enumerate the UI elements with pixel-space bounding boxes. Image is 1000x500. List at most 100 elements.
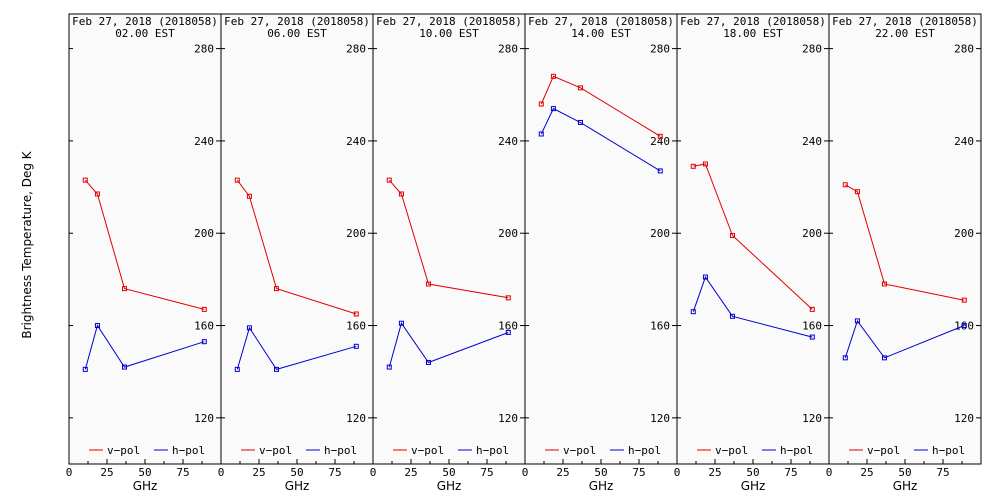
data-point-h (657, 168, 663, 174)
data-point-v (809, 306, 815, 312)
series-line-h (84, 324, 205, 370)
data-point-h (809, 334, 815, 340)
x-tick-label: 75 (632, 466, 645, 479)
data-point-h (234, 366, 240, 372)
chart-panels: 0 25 50 75 120 160 200 240 280 GHz Feb 27, 2018 (2… (66, 13, 982, 493)
y-tick-label: 160 (650, 320, 670, 333)
data-point-v (961, 297, 967, 303)
data-point-h (702, 274, 708, 280)
y-tick-label: 240 (346, 135, 366, 148)
panel-title: Feb 27, 2018 (2018058) (376, 15, 522, 28)
data-point-h (961, 323, 967, 329)
panel-title: Feb 27, 2018 (2018058) (832, 15, 978, 28)
series-line-v (388, 179, 509, 299)
y-tick-label: 240 (498, 135, 518, 148)
y-tick-label: 200 (498, 227, 518, 240)
panel-subtitle: 02.00 EST (115, 27, 175, 40)
series-line-v (540, 75, 661, 137)
y-axis-label: Brightness Temperature, Deg K (20, 150, 34, 338)
legend-label-h-pol: h−pol (324, 444, 357, 457)
data-point-v (550, 73, 556, 79)
x-tick-label: 75 (936, 466, 949, 479)
y-tick-label: 120 (194, 412, 214, 425)
x-axis-label: GHz (589, 479, 614, 493)
legend-label-v-pol: v−pol (259, 444, 292, 457)
x-tick-label: 0 (370, 466, 377, 479)
data-point-v (121, 286, 127, 292)
data-point-h (577, 119, 583, 125)
data-point-h (353, 343, 359, 349)
data-point-h (398, 320, 404, 326)
y-tick-label: 120 (650, 412, 670, 425)
x-tick-label: 75 (176, 466, 189, 479)
x-tick-label: 25 (708, 466, 721, 479)
x-tick-label: 50 (138, 466, 151, 479)
x-tick-label: 50 (290, 466, 303, 479)
x-tick-label: 0 (826, 466, 833, 479)
y-tick-label: 280 (346, 43, 366, 56)
x-tick-label: 0 (522, 466, 529, 479)
y-tick-label: 160 (802, 320, 822, 333)
data-point-v (842, 182, 848, 188)
data-point-h (201, 339, 207, 345)
x-axis-label: GHz (893, 479, 918, 493)
data-point-v (505, 295, 511, 301)
legend-label-v-pol: v−pol (411, 444, 444, 457)
legend-label-v-pol: v−pol (107, 444, 140, 457)
legend-label-h-pol: h−pol (780, 444, 813, 457)
series-line-v (84, 179, 205, 310)
y-tick-label: 240 (954, 135, 974, 148)
panel-title: Feb 27, 2018 (2018058) (224, 15, 370, 28)
data-point-h (538, 131, 544, 137)
data-point-v (234, 177, 240, 183)
data-point-h (729, 313, 735, 319)
data-point-v (82, 177, 88, 183)
x-tick-label: 0 (674, 466, 681, 479)
legend-label-h-pol: h−pol (932, 444, 965, 457)
x-tick-label: 50 (746, 466, 759, 479)
series-line-v (693, 163, 813, 310)
x-tick-label: 75 (480, 466, 493, 479)
panel-frame (220, 13, 374, 465)
series-line-h (692, 276, 813, 338)
panel-title: Feb 27, 2018 (2018058) (72, 15, 218, 28)
data-point-h (425, 359, 431, 365)
data-point-v (729, 233, 735, 239)
y-tick-label: 200 (346, 227, 366, 240)
data-point-h (94, 323, 100, 329)
x-tick-label: 50 (594, 466, 607, 479)
data-point-v (246, 193, 252, 199)
x-tick-label: 25 (100, 466, 113, 479)
x-tick-label: 75 (784, 466, 797, 479)
data-point-v (702, 161, 708, 167)
panel-subtitle: 18.00 EST (723, 27, 783, 40)
panel-title: Feb 27, 2018 (2018058) (680, 15, 826, 28)
data-point-h (854, 318, 860, 324)
x-tick-label: 25 (252, 466, 265, 479)
panel-subtitle: 06.00 EST (267, 27, 327, 40)
data-point-v (398, 191, 404, 197)
y-tick-label: 120 (802, 412, 822, 425)
y-tick-label: 240 (650, 135, 670, 148)
panel-frame (524, 13, 678, 465)
x-tick-label: 25 (556, 466, 569, 479)
x-tick-label: 25 (860, 466, 873, 479)
data-point-v (881, 281, 887, 287)
y-tick-label: 120 (498, 412, 518, 425)
x-tick-label: 0 (66, 466, 73, 479)
y-tick-label: 200 (802, 227, 822, 240)
data-point-h (386, 364, 392, 370)
series-line-h (236, 326, 357, 370)
x-tick-label: 0 (218, 466, 225, 479)
y-tick-label: 240 (802, 135, 822, 148)
panel-frame (372, 13, 526, 465)
legend-label-v-pol: v−pol (563, 444, 596, 457)
x-tick-label: 75 (328, 466, 341, 479)
series-line-v (845, 184, 965, 301)
legend-label-h-pol: h−pol (172, 444, 205, 457)
x-axis-label: GHz (741, 479, 766, 493)
